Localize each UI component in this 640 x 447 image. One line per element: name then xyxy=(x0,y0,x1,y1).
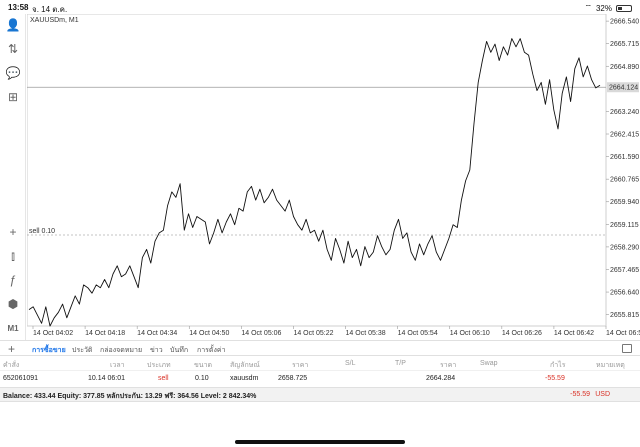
status-bar: 13:58 จ. 14 ต.ค. ⌔ 32% xyxy=(0,0,640,14)
y-tick-label: 2659.940 xyxy=(610,199,639,206)
x-tick-label: 14 Oct 06:42 xyxy=(554,330,594,337)
x-tick-label: 14 Oct 05:54 xyxy=(398,330,438,337)
current-price-tag xyxy=(607,82,639,93)
objects-icon[interactable]: ⬢ xyxy=(7,297,19,311)
order-id: 652061091 xyxy=(3,375,39,382)
y-tick-label: 2660.765 xyxy=(610,177,639,184)
y-tick-label: 2665.715 xyxy=(610,41,639,48)
chat-icon[interactable]: 💬 xyxy=(5,66,21,80)
status-date: จ. 14 ต.ค. xyxy=(32,5,68,14)
header-type: ประเภท xyxy=(147,362,171,369)
order-open-price: 2658.725 xyxy=(278,375,308,382)
price-chart[interactable]: 2666.540 2665.715 2664.890 2663.240 2662.415… xyxy=(27,14,640,340)
home-indicator xyxy=(235,440,405,444)
y-tick-label: 2655.815 xyxy=(610,312,639,319)
y-tick-label: 2658.290 xyxy=(610,244,639,251)
header-tp: T/P xyxy=(395,360,406,367)
order-symbol: xauusdm xyxy=(230,375,259,382)
battery-percent: 32% xyxy=(595,3,612,13)
total-profit: -55.59 xyxy=(570,391,590,398)
price-series-line[interactable] xyxy=(28,38,601,327)
orders-table: คำสั่ง เวลา ประเภท ขนาด สัญลักษณ์ ราคา S… xyxy=(0,356,640,386)
collapse-panel-icon[interactable] xyxy=(622,344,632,353)
header-current-price: ราคา xyxy=(440,362,457,369)
y-tick-label: 2657.465 xyxy=(610,267,639,274)
balance-bar: Balance: 433.44 Equity: 377.85 หลักประกั… xyxy=(0,387,640,402)
header-sl: S/L xyxy=(345,360,356,367)
y-tick-label: 2661.590 xyxy=(610,154,639,161)
header-symbol: สัญลักษณ์ xyxy=(230,362,260,369)
header-profit: กำไร xyxy=(550,362,566,369)
x-tick-label: 14 Oct 06:26 xyxy=(502,330,542,337)
order-type: sell xyxy=(158,375,169,382)
tab-settings[interactable]: การตั้งค่า xyxy=(197,347,226,354)
indicators-icon[interactable]: ƒ xyxy=(9,273,17,287)
chart-canvas[interactable]: 2666.540 2665.715 2664.890 2663.240 2662.415… xyxy=(27,14,640,340)
header-volume: ขนาด xyxy=(194,362,213,369)
y-tick-label: 2663.240 xyxy=(610,109,639,116)
y-tick-label: 2662.415 xyxy=(610,132,639,139)
timeframe-button[interactable]: M1 xyxy=(7,323,19,333)
order-line-label: sell 0.10 xyxy=(29,228,55,235)
x-tick-label: 14 Oct 04:50 xyxy=(189,330,229,337)
header-price: ราคา xyxy=(292,362,309,369)
y-tick-label: 2664.890 xyxy=(610,64,639,71)
tab-mailbox[interactable]: กล่องจดหมาย xyxy=(100,347,143,354)
y-tick-label: 2659.115 xyxy=(610,222,639,229)
order-current-price: 2664.284 xyxy=(426,375,456,382)
bottom-tabs: + การซื้อขาย ประวัติ กล่องจดหมาย ข่าว บั… xyxy=(0,340,640,356)
battery-fill xyxy=(618,6,623,10)
x-tick-label: 14 Oct 06:10 xyxy=(450,330,490,337)
x-tick-label: 14 Oct 04:18 xyxy=(85,330,125,337)
battery-icon xyxy=(616,4,632,12)
x-tick-label: 14 Oct 05:06 xyxy=(241,330,281,337)
tab-trade[interactable]: การซื้อขาย xyxy=(32,347,66,354)
x-tick-label: 14 Oct 04:34 xyxy=(137,330,177,337)
crosshair-icon[interactable]: + xyxy=(9,225,17,239)
header-time: เวลา xyxy=(110,362,125,369)
x-tick-label: 14 Oct 04:02 xyxy=(33,330,73,337)
header-comment: หมายเหตุ xyxy=(596,362,625,369)
status-indicators: ⌔ 32% xyxy=(584,3,632,13)
balance-summary: Balance: 433.44 Equity: 377.85 หลักประกั… xyxy=(3,393,257,400)
left-toolbar: 👤 ⇅ 💬 ⊞ + ⫾ ƒ ⬢ M1 xyxy=(0,14,26,340)
trade-icon[interactable]: ⇅ xyxy=(7,42,19,56)
candles-icon[interactable]: ⫾ xyxy=(11,248,15,263)
table-header: คำสั่ง เวลา ประเภท ขนาด สัญลักษณ์ ราคา S… xyxy=(0,356,640,370)
order-volume: 0.10 xyxy=(195,375,209,382)
order-time: 10.14 06:01 xyxy=(88,375,125,382)
order-profit: -55.59 xyxy=(545,375,565,382)
currency-label: USD xyxy=(595,391,610,398)
tab-journal[interactable]: บันทึก xyxy=(170,347,189,354)
header-order: คำสั่ง xyxy=(3,362,20,369)
account-icon[interactable]: 👤 xyxy=(5,18,21,32)
header-swap: Swap xyxy=(480,360,498,367)
x-tick-label: 14 Oct 05:38 xyxy=(346,330,386,337)
status-time: 13:58 xyxy=(8,3,29,12)
x-tick-label: 14 Oct 06:58 xyxy=(606,330,640,337)
wifi-icon: ⌔ xyxy=(584,3,592,12)
plot-border xyxy=(27,14,607,327)
y-tick-label: 2656.640 xyxy=(610,290,639,297)
current-price-label: 2664.124 xyxy=(609,85,638,92)
x-tick-label: 14 Oct 05:22 xyxy=(293,330,333,337)
symbol-label: XAUUSDm, M1 xyxy=(30,17,79,24)
new-chart-icon[interactable]: ⊞ xyxy=(7,90,19,104)
tab-history[interactable]: ประวัติ xyxy=(72,347,93,354)
tab-news[interactable]: ข่าว xyxy=(150,347,163,354)
add-icon[interactable]: + xyxy=(8,342,16,356)
table-row[interactable]: 652061091 10.14 06:01 sell 0.10 xauusdm … xyxy=(0,370,640,386)
y-tick-label: 2666.540 xyxy=(610,19,639,26)
